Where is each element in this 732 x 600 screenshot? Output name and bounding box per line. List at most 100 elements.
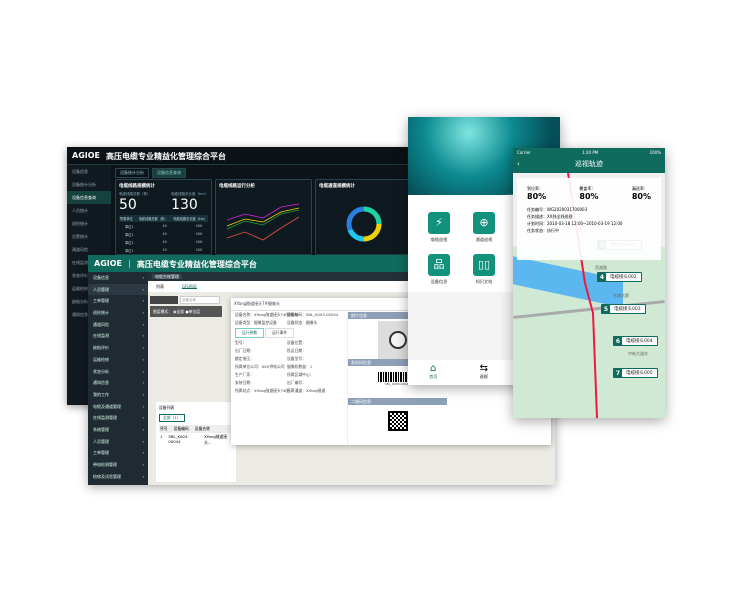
col-header: 电缆线路总数（条） xyxy=(138,217,168,221)
sidebar-item[interactable]: 设备统计分析 xyxy=(72,182,96,187)
table-row: 单位1 10 100 xyxy=(119,238,208,246)
sidebar-item[interactable]: 我的工作 ‹ xyxy=(88,389,148,401)
sidebar-item[interactable]: 运维检修 ‹ xyxy=(88,354,148,366)
logo: AGIOE xyxy=(94,259,122,268)
marker-number: 7 xyxy=(615,369,621,377)
hierarchy-icon[interactable]: 品 xyxy=(428,254,450,276)
track-marker[interactable]: 6 电缆接头004 xyxy=(613,336,658,346)
sidebar-item[interactable]: 工单管理 ‹ xyxy=(88,295,148,307)
sidebar-item-label: 工单管理 xyxy=(93,298,109,304)
sidebar-item-label: 人员管理 xyxy=(93,438,109,444)
sidebar-item[interactable]: 人员管理 ‹ xyxy=(88,436,148,448)
sidebar-item[interactable]: 设备信息 ‹ xyxy=(88,272,148,284)
sidebar-item[interactable]: 检修及试验管理 ‹ xyxy=(88,471,148,483)
app-device-info[interactable]: 设备信息 xyxy=(430,279,448,284)
sidebar-item[interactable]: 通知信息 xyxy=(72,312,88,317)
phone-patrol-track: Carrier 1:20 PM 100% ‹ 巡视轨迹 西湖路 东湖大郡 中新大道东 … xyxy=(513,148,665,418)
sidebar-item[interactable]: 系统管理 ‹ xyxy=(88,424,148,436)
sidebar-item[interactable]: 缺陷评价 ‹ xyxy=(88,342,148,354)
marker-number: 6 xyxy=(615,337,621,345)
sidebar-item[interactable]: 带电检测管理 ‹ xyxy=(88,459,148,471)
sidebar-item-label: 巡检统计 xyxy=(93,310,109,316)
sidebar-item[interactable]: 人员统计 xyxy=(72,208,88,213)
field: 设备状态：摄像头 xyxy=(287,320,318,325)
chevron-left-icon: ‹ xyxy=(142,321,144,327)
sidebar-item-label: 带电检测管理 xyxy=(93,462,117,467)
header: AGIOE 高压电缆专业精益化管理综合平台 xyxy=(67,147,412,165)
app-channel-patrol[interactable]: 通道巡视 xyxy=(475,237,493,242)
sidebar-item[interactable]: 在线监测 ‹ xyxy=(88,330,148,342)
sidebar-item-label: 电缆及通道管理 xyxy=(93,403,121,409)
marker-label: 电缆接头002 xyxy=(606,273,641,281)
tab-cable-ledger[interactable]: 电缆台账管理 xyxy=(152,274,182,279)
sidebar-item[interactable]: 设备信息 xyxy=(72,169,88,174)
param: 投运日期： xyxy=(287,348,306,353)
sidebar-item[interactable]: 电缆及通道管理 ‹ xyxy=(88,401,148,413)
param: 生产厂家： xyxy=(235,372,254,377)
map-toolbar[interactable] xyxy=(150,296,178,304)
tab-home[interactable]: ⌂ 首页 xyxy=(429,363,437,385)
track-marker[interactable]: 4 电缆接头002 xyxy=(597,272,642,282)
download-circle-icon[interactable]: ⊕ xyxy=(473,212,495,234)
tab-list[interactable]: 列表 xyxy=(156,284,164,289)
radio-all[interactable]: 全部 xyxy=(176,309,185,314)
sidebar-item[interactable]: 通知信息 ‹ xyxy=(88,377,148,389)
tab-device-stats[interactable]: 设备统计分析 xyxy=(115,168,149,178)
sub-tabs: 列表 GIS图层 xyxy=(148,281,555,292)
sidebar-item[interactable]: 运维检修 xyxy=(72,286,88,291)
chevron-left-icon: ‹ xyxy=(142,286,144,292)
chevron-left-icon: ‹ xyxy=(142,462,144,467)
app-knowledge-docs[interactable]: 知识文档 xyxy=(475,279,493,284)
tab-run-events[interactable]: 运行事件 xyxy=(265,328,295,338)
param: 所属单位公司：XXX供电公司 xyxy=(235,364,285,369)
sidebar-item[interactable]: 状态评价 xyxy=(72,273,88,278)
line-count: 50 xyxy=(119,197,137,213)
card-title: 电缆线路规模统计 xyxy=(119,184,155,189)
sidebar-item[interactable]: 缺陷分析 xyxy=(72,299,88,304)
sidebar-item[interactable]: 状态分析 ‹ xyxy=(88,366,148,378)
sidebar-item-label: 在线监测管理 xyxy=(93,415,117,421)
chevron-left-icon: ‹ xyxy=(142,473,144,479)
sidebar-item[interactable]: 设备信息查询 xyxy=(67,191,111,204)
tab-gis[interactable]: GIS图层 xyxy=(182,284,197,289)
filter-all-button[interactable]: 全部（1） xyxy=(159,414,185,422)
param: 出厂日期： xyxy=(235,348,254,353)
sidebar-item[interactable]: 人员管理 ‹ xyxy=(88,283,148,296)
label: 电缆线路总数（条） xyxy=(119,192,151,196)
lightning-icon[interactable]: ⚡ xyxy=(428,212,450,234)
sidebar-item[interactable]: 在线监测管理 ‹ xyxy=(88,412,148,424)
param: 安装日期： xyxy=(235,380,254,385)
search-input[interactable]: 设备名称 xyxy=(180,296,220,304)
book-icon[interactable]: ▯▯ xyxy=(473,254,495,276)
map-mode-box: 图层模式： ◉全部 ●单位层 xyxy=(150,306,222,317)
marker-label: 电缆接头003 xyxy=(610,305,645,313)
chevron-left-icon: ‹ xyxy=(142,298,144,304)
sidebar-item-label: 通道风险 xyxy=(93,321,109,327)
platform-title: 高压电缆专业精益化管理综合平台 xyxy=(106,152,226,161)
sidebar-item[interactable]: 工单管理 ‹ xyxy=(88,447,148,459)
panel-title: 二维码信息 xyxy=(348,398,447,405)
sidebar-item-label: 人员管理 xyxy=(93,286,109,292)
radio-unit[interactable]: 单位层 xyxy=(188,309,201,314)
cell: 100 xyxy=(195,231,202,236)
sidebar-item-label: 我的工作 xyxy=(93,391,109,397)
back-icon[interactable]: ‹ xyxy=(517,160,520,168)
tab-patrol[interactable]: ⇆ 巡视 xyxy=(480,363,488,385)
top-bar: Carrier 1:20 PM 100% ‹ 巡视轨迹 xyxy=(513,148,665,173)
map-label: 西湖路 xyxy=(595,265,607,270)
cell: 10 xyxy=(162,231,167,236)
tab-run-params[interactable]: 运行参数 xyxy=(235,328,265,338)
sidebar-item[interactable]: 在线监测 xyxy=(72,260,88,265)
sidebar-item[interactable]: 巡检统计 ‹ xyxy=(88,307,148,319)
sidebar-item[interactable]: 巡检统计 xyxy=(72,221,88,226)
app-cable-patrol[interactable]: 电缆巡视 xyxy=(430,237,448,242)
sidebar-item[interactable]: 通道风险 xyxy=(72,247,88,252)
series-220kv xyxy=(226,207,300,227)
table-row[interactable]: 1 SBL_K003-00044 XYang隧道接头... xyxy=(159,433,233,447)
sidebar-item[interactable]: 通道风险 ‹ xyxy=(88,319,148,331)
tab-device-query[interactable]: 设备信息查询 xyxy=(152,168,186,178)
track-marker[interactable]: 5 电缆接头003 xyxy=(601,304,646,314)
track-marker[interactable]: 7 电缆接头005 xyxy=(613,368,658,378)
sidebar-item-label: 检修及试验管理 xyxy=(93,473,121,479)
sidebar-item[interactable]: 告警统计 xyxy=(72,234,88,239)
